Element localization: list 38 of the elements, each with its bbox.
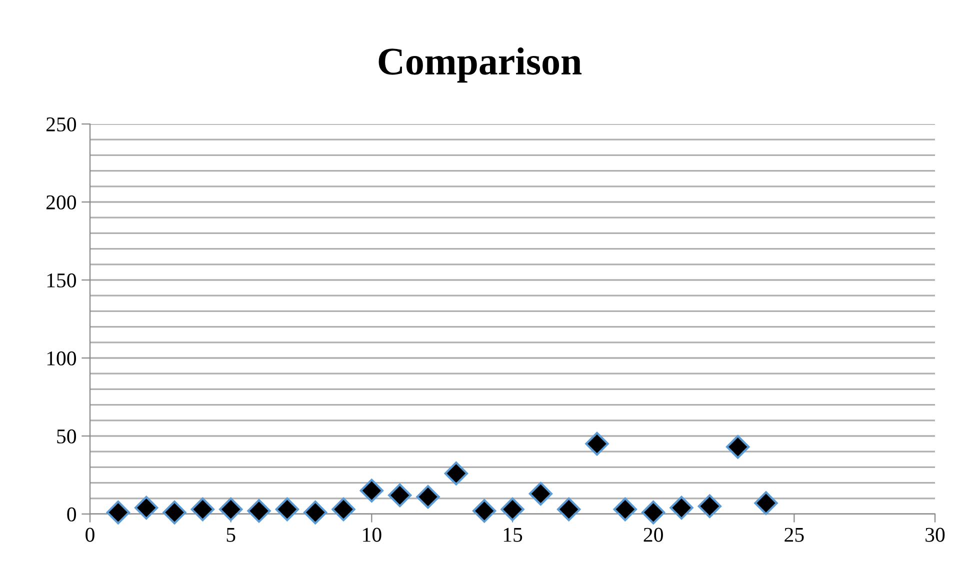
- point: [613, 497, 638, 522]
- x-tick-label: 25: [784, 528, 804, 542]
- point: [472, 499, 496, 523]
- x-tick-label: 30: [926, 528, 945, 542]
- x-tick-label: 0: [86, 528, 94, 542]
- point: [556, 497, 581, 522]
- point: [444, 462, 468, 486]
- y-tick-label: 50: [57, 429, 76, 444]
- y-tick-label: 200: [46, 195, 76, 210]
- x-tick-label: 5: [226, 528, 236, 542]
- x-tick-label: 20: [644, 528, 663, 542]
- x-tick-label: 10: [363, 528, 382, 542]
- point: [134, 496, 158, 520]
- point: [641, 500, 666, 524]
- point: [528, 482, 553, 506]
- y-tick-label: 100: [47, 351, 76, 366]
- point: [585, 432, 609, 456]
- y-tick-label: 250: [46, 117, 76, 132]
- point: [670, 496, 694, 520]
- point: [218, 497, 243, 522]
- point: [388, 483, 412, 508]
- point: [754, 491, 778, 515]
- point: [416, 484, 440, 509]
- point: [360, 478, 384, 502]
- point: [303, 500, 328, 524]
- chart-title: Comparison: [378, 47, 582, 83]
- point: [247, 499, 271, 523]
- point: [190, 497, 215, 522]
- point: [726, 435, 750, 459]
- x-tick-label: 15: [504, 528, 522, 542]
- point: [332, 497, 356, 522]
- point: [275, 497, 300, 522]
- point: [500, 497, 524, 522]
- point: [106, 500, 130, 524]
- y-tick-label: 150: [47, 273, 76, 288]
- point: [698, 494, 722, 518]
- y-tick-label: 0: [67, 507, 76, 522]
- point: [162, 500, 186, 524]
